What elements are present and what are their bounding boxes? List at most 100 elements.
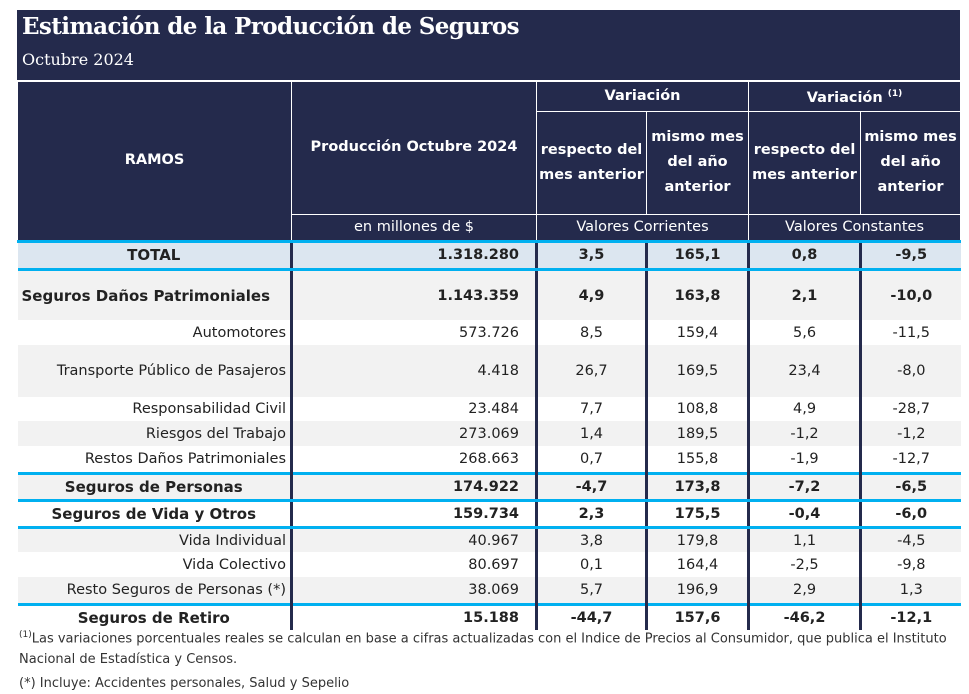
row-label: Resto Seguros de Personas (*) bbox=[66, 582, 286, 599]
var-real-mes-anterior: 1,1 bbox=[747, 527, 861, 553]
header-produccion: Producción Octubre 2024 bbox=[291, 81, 537, 215]
table-row: Automotores 573.726 8,5 159,4 5,6 -11,5 bbox=[17, 320, 961, 346]
header-unidad: en millones de $ bbox=[291, 213, 537, 242]
header-respecto-1: respecto del mes anterior bbox=[536, 110, 647, 215]
header-mismo-2: mismo mes del año anterior bbox=[860, 110, 962, 215]
table-body: TOTAL 1.318.280 3,5 165,1 0,8 -9,5 Seguros Dañ… bbox=[17, 239, 961, 631]
header-corrientes: Valores Corrientes bbox=[535, 213, 750, 242]
var-mes-anterior: 3,5 bbox=[535, 239, 647, 271]
var-real-anio-anterior: -1,2 bbox=[859, 421, 961, 447]
var-mes-anterior: 3,8 bbox=[535, 527, 647, 553]
header-variacion-real: Variación (1) bbox=[748, 81, 962, 112]
var-real-anio-anterior: -8,0 bbox=[859, 345, 961, 398]
row-label: Seguros Daños Patrimoniales bbox=[21, 286, 271, 305]
var-real-mes-anterior: -2,5 bbox=[747, 552, 861, 578]
var-anio-anterior: 173,8 bbox=[644, 471, 749, 502]
var-real-mes-anterior: 4,9 bbox=[747, 397, 861, 422]
var-real-anio-anterior: -6,5 bbox=[859, 471, 961, 502]
var-anio-anterior: 179,8 bbox=[644, 527, 749, 553]
production-table: RAMOS Producción Octubre 2024 Variación … bbox=[17, 81, 962, 631]
table-row: Seguros de Personas 174.922 -4,7 173,8 -7,2-… bbox=[17, 471, 961, 502]
var-anio-anterior: 189,5 bbox=[644, 421, 749, 447]
var-mes-anterior: 1,4 bbox=[535, 421, 647, 447]
var-mes-anterior: 8,5 bbox=[535, 320, 647, 346]
produccion-value: 80.697 bbox=[290, 552, 537, 578]
var-real-mes-anterior: -46,2 bbox=[747, 602, 861, 631]
produccion-value: 159.734 bbox=[290, 498, 537, 529]
var-anio-anterior: 165,1 bbox=[644, 239, 749, 271]
var-real-anio-anterior: 1,3 bbox=[859, 577, 961, 605]
var-mes-anterior: 5,7 bbox=[535, 577, 647, 605]
var-anio-anterior: 155,8 bbox=[644, 446, 749, 474]
var-real-anio-anterior: -12,1 bbox=[859, 602, 961, 631]
produccion-value: 268.663 bbox=[290, 446, 537, 474]
var-mes-anterior: 0,7 bbox=[535, 446, 647, 474]
table-row: Seguros de Vida y Otros 159.734 2,3 175,5 -0… bbox=[17, 498, 961, 529]
var-real-anio-anterior: -10,0 bbox=[859, 269, 961, 321]
table-row: Seguros de Retiro 15.188 -44,7 157,6 -46,2 -1… bbox=[17, 602, 961, 631]
produccion-value: 38.069 bbox=[290, 577, 537, 605]
table-row: Transporte Público de Pasajeros 4.418 26,7… bbox=[17, 345, 961, 398]
header-variacion: Variación bbox=[535, 81, 750, 112]
table-row: Vida Colectivo 80.697 0,1 164,4 -2,5 -9,8 bbox=[17, 552, 961, 578]
page-subtitle: Octubre 2024 bbox=[22, 50, 134, 69]
var-real-anio-anterior: -12,7 bbox=[859, 446, 961, 474]
header-mismo-1: mismo mes del año anterior bbox=[645, 110, 750, 215]
row-label: Responsabilidad Civil bbox=[132, 401, 286, 418]
var-anio-anterior: 196,9 bbox=[644, 577, 749, 605]
var-anio-anterior: 108,8 bbox=[644, 397, 749, 422]
page-title: Estimación de la Producción de Seguros bbox=[22, 13, 520, 40]
var-real-anio-anterior: -28,7 bbox=[859, 397, 961, 422]
production-table-container: Estimación de la Producción de Seguros O… bbox=[17, 10, 962, 631]
table-row: Riesgos del Trabajo 273.069 1,4 189,5 -1,2 -1… bbox=[17, 421, 961, 447]
var-mes-anterior: 26,7 bbox=[535, 345, 647, 398]
row-label: Seguros de Personas bbox=[17, 471, 292, 502]
var-real-mes-anterior: 5,6 bbox=[747, 320, 861, 346]
var-anio-anterior: 164,4 bbox=[644, 552, 749, 578]
row-label: Vida Colectivo bbox=[182, 556, 286, 573]
var-anio-anterior: 157,6 bbox=[644, 602, 749, 631]
produccion-value: 1.143.359 bbox=[290, 269, 537, 321]
table-row: Resto Seguros de Personas (*) 38.069 5,7 19… bbox=[17, 577, 961, 605]
title-bar: Estimación de la Producción de Seguros O… bbox=[17, 10, 960, 81]
header-constantes: Valores Constantes bbox=[748, 213, 962, 242]
row-label: Restos Daños Patrimoniales bbox=[84, 451, 286, 468]
row-label: Riesgos del Trabajo bbox=[145, 425, 286, 442]
table-row: TOTAL 1.318.280 3,5 165,1 0,8 -9,5 bbox=[17, 239, 961, 271]
table-row: Seguros Daños Patrimoniales 1.143.359 4,9 1… bbox=[17, 269, 961, 321]
table-row: Responsabilidad Civil 23.484 7,7 108,8 4,9 -2… bbox=[17, 397, 961, 422]
row-label: Vida Individual bbox=[179, 532, 286, 549]
var-mes-anterior: 2,3 bbox=[535, 498, 647, 529]
var-mes-anterior: 0,1 bbox=[535, 552, 647, 578]
var-mes-anterior: -4,7 bbox=[535, 471, 647, 502]
var-real-anio-anterior: -11,5 bbox=[859, 320, 961, 346]
footnote-2: (*) Incluye: Accidentes personales, Salu… bbox=[19, 676, 350, 692]
produccion-value: 174.922 bbox=[290, 471, 537, 502]
var-real-mes-anterior: -0,4 bbox=[747, 498, 861, 529]
table-row: Vida Individual 40.967 3,8 179,8 1,1 -4,5 bbox=[17, 527, 961, 553]
var-anio-anterior: 169,5 bbox=[644, 345, 749, 398]
var-real-mes-anterior: 0,8 bbox=[747, 239, 861, 271]
row-label: Transporte Público de Pasajeros bbox=[56, 363, 286, 380]
var-real-anio-anterior: -9,8 bbox=[859, 552, 961, 578]
var-real-anio-anterior: -4,5 bbox=[859, 527, 961, 553]
var-real-anio-anterior: -9,5 bbox=[859, 239, 961, 271]
row-label: Seguros de Retiro bbox=[17, 602, 292, 631]
var-real-mes-anterior: -1,2 bbox=[747, 421, 861, 447]
var-real-mes-anterior: 2,9 bbox=[747, 577, 861, 605]
footnotes: (1)Las variaciones porcentuales reales s… bbox=[19, 625, 969, 694]
var-anio-anterior: 159,4 bbox=[644, 320, 749, 346]
header-ramos: RAMOS bbox=[17, 81, 292, 242]
row-label: Seguros de Vida y Otros bbox=[17, 498, 292, 529]
produccion-value: 573.726 bbox=[290, 320, 537, 346]
produccion-value: 15.188 bbox=[290, 602, 537, 631]
var-mes-anterior: 4,9 bbox=[535, 269, 647, 321]
row-label: TOTAL bbox=[17, 239, 292, 271]
produccion-value: 40.967 bbox=[290, 527, 537, 553]
produccion-value: 4.418 bbox=[290, 345, 537, 398]
var-real-mes-anterior: 2,1 bbox=[747, 269, 861, 321]
header-respecto-2: respecto del mes anterior bbox=[748, 110, 862, 215]
var-real-anio-anterior: -6,0 bbox=[859, 498, 961, 529]
var-anio-anterior: 163,8 bbox=[644, 269, 749, 321]
var-anio-anterior: 175,5 bbox=[644, 498, 749, 529]
